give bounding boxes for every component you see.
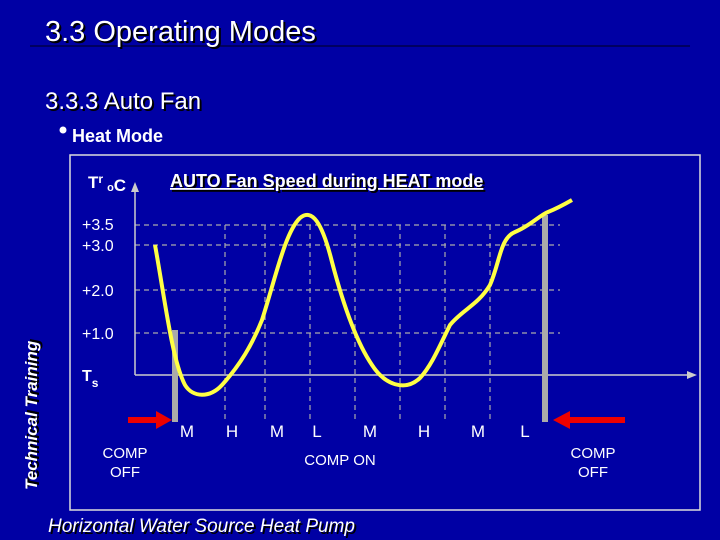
state-label: OFF [110, 464, 140, 481]
x-axis-label: Ts [82, 368, 99, 390]
y-unit: C [114, 176, 126, 195]
state-label: COMP ON [304, 452, 375, 469]
state-label: COMP [103, 445, 148, 462]
speed-label: M [471, 422, 485, 441]
state-label: OFF [578, 464, 608, 481]
y-subscript: r [98, 172, 103, 186]
y-label: +2.0 [82, 283, 114, 300]
y-degree: o [107, 182, 114, 194]
slide-title: 3.3 Operating Modes [45, 16, 316, 48]
y-arrowhead [131, 182, 139, 192]
speed-label: M [180, 422, 194, 441]
x-symbol: T [82, 368, 92, 385]
diagram-title: AUTO Fan Speed during HEAT mode [170, 171, 483, 191]
state-labels: COMP OFF COMP ON COMP OFF [103, 445, 616, 481]
speed-label: H [418, 422, 430, 441]
diagram-frame [69, 154, 701, 511]
speed-label: L [312, 422, 321, 441]
speed-label: H [226, 422, 238, 441]
bullet-text: Heat Mode [72, 126, 163, 146]
temperature-curve [153, 198, 573, 397]
y-symbol: T [88, 173, 99, 192]
y-label: +3.0 [82, 238, 114, 255]
x-subscript: s [92, 376, 99, 390]
comp-stop-bar [542, 215, 548, 422]
speed-label: M [270, 422, 284, 441]
comp-start-bar [172, 330, 178, 422]
arrow-out-head [553, 411, 570, 429]
grid [135, 224, 560, 420]
arrow-in-head [156, 411, 172, 429]
y-axis-label: TroC [88, 172, 126, 195]
speed-labels: M H M L M H M L [180, 422, 530, 441]
y-label: +1.0 [82, 326, 114, 343]
bullet-dot [59, 126, 67, 134]
speed-label: L [520, 422, 529, 441]
subtitle: 3.3.3 Auto Fan [45, 88, 201, 115]
state-label: COMP [571, 445, 616, 462]
y-labels: +3.5 +3.0 +2.0 +1.0 [82, 217, 114, 343]
speed-label: M [363, 422, 377, 441]
footer: Horizontal Water Source Heat Pump [48, 516, 355, 537]
sidebar: Technical Training [22, 340, 41, 490]
x-arrowhead [687, 371, 697, 379]
y-label: +3.5 [82, 217, 114, 234]
